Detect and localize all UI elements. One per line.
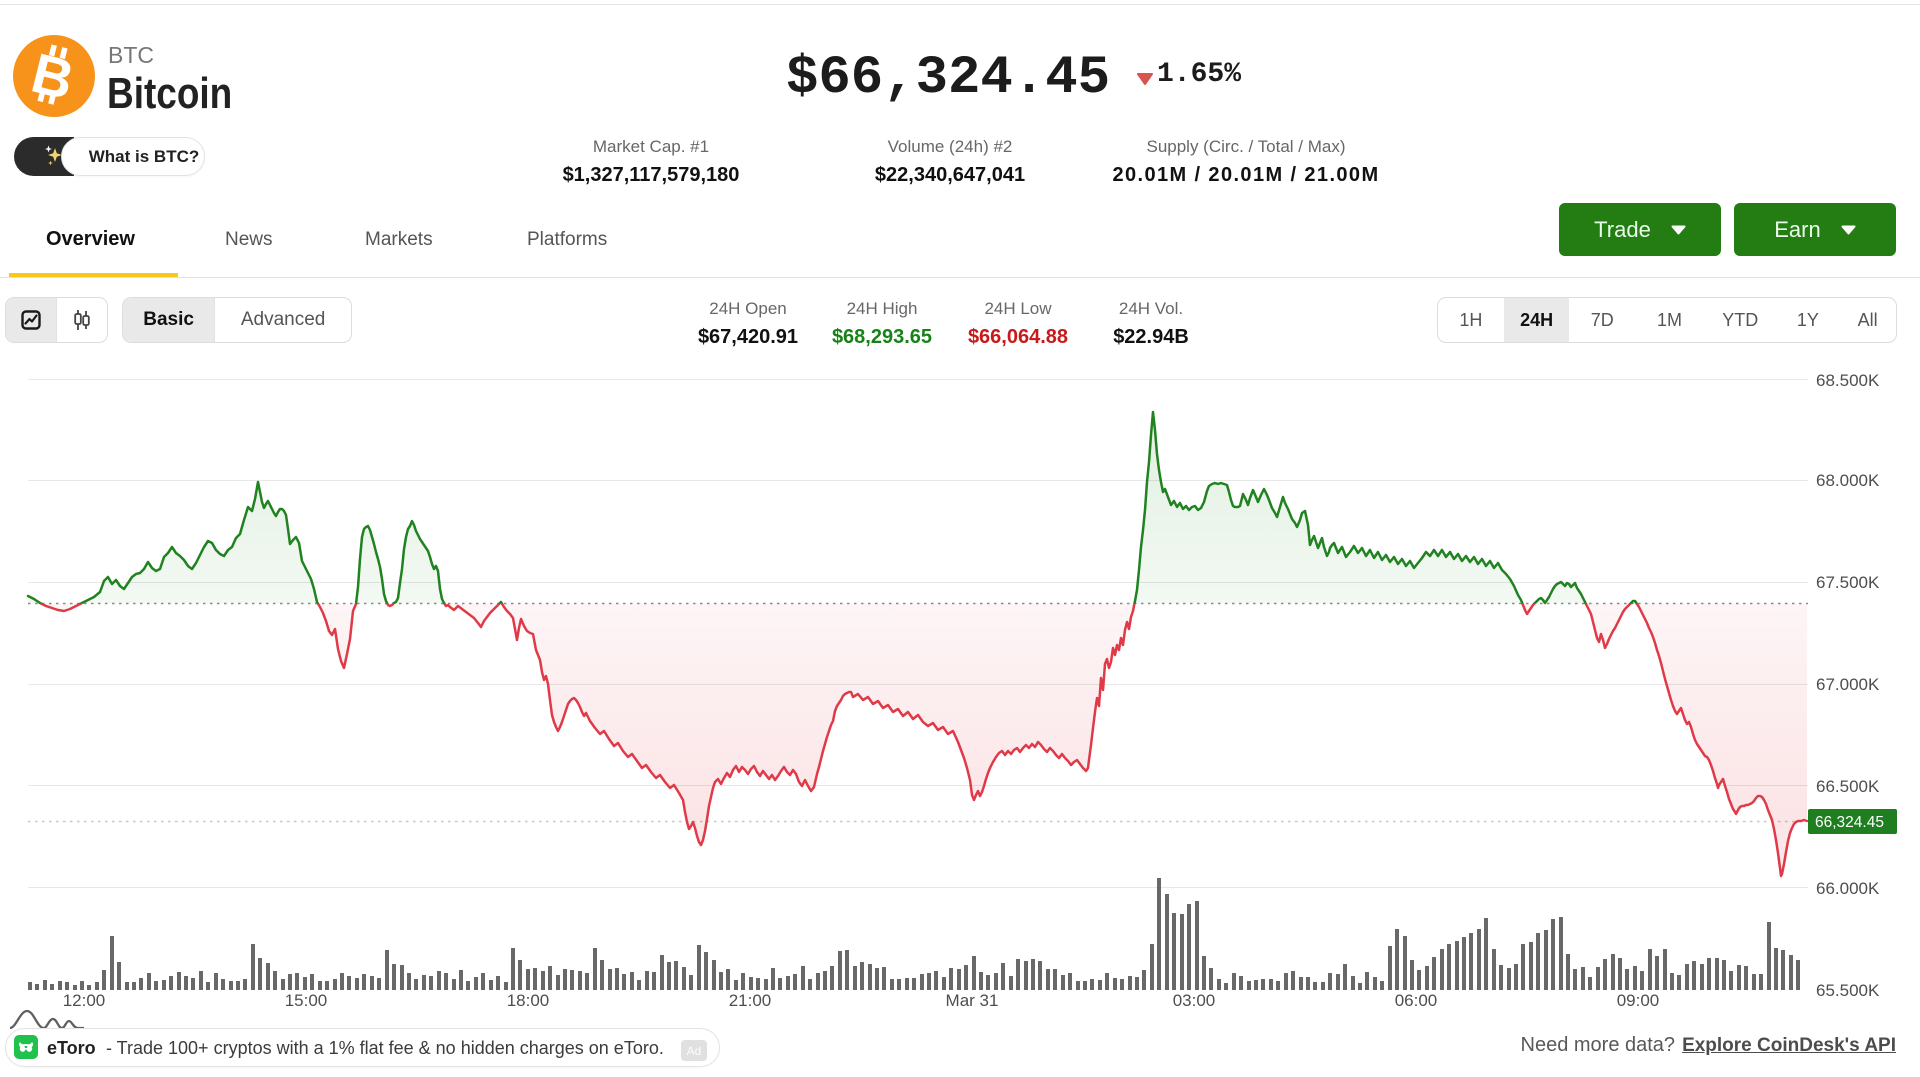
- svg-text:21:00: 21:00: [729, 991, 772, 1010]
- svg-text:09:00: 09:00: [1617, 991, 1660, 1010]
- svg-text:Mar 31: Mar 31: [946, 991, 999, 1010]
- svg-text:12:00: 12:00: [63, 991, 106, 1010]
- svg-text:67.000K: 67.000K: [1816, 675, 1880, 694]
- svg-text:68.000K: 68.000K: [1816, 471, 1880, 490]
- svg-text:67.500K: 67.500K: [1816, 573, 1880, 592]
- svg-text:68.500K: 68.500K: [1816, 371, 1880, 390]
- svg-text:15:00: 15:00: [285, 991, 328, 1010]
- svg-text:06:00: 06:00: [1395, 991, 1438, 1010]
- svg-text:65.500K: 65.500K: [1816, 981, 1880, 1000]
- svg-text:03:00: 03:00: [1173, 991, 1216, 1010]
- svg-text:66,324.45: 66,324.45: [1815, 814, 1884, 831]
- svg-text:66.000K: 66.000K: [1816, 879, 1880, 898]
- svg-text:66.500K: 66.500K: [1816, 777, 1880, 796]
- svg-text:18:00: 18:00: [507, 991, 550, 1010]
